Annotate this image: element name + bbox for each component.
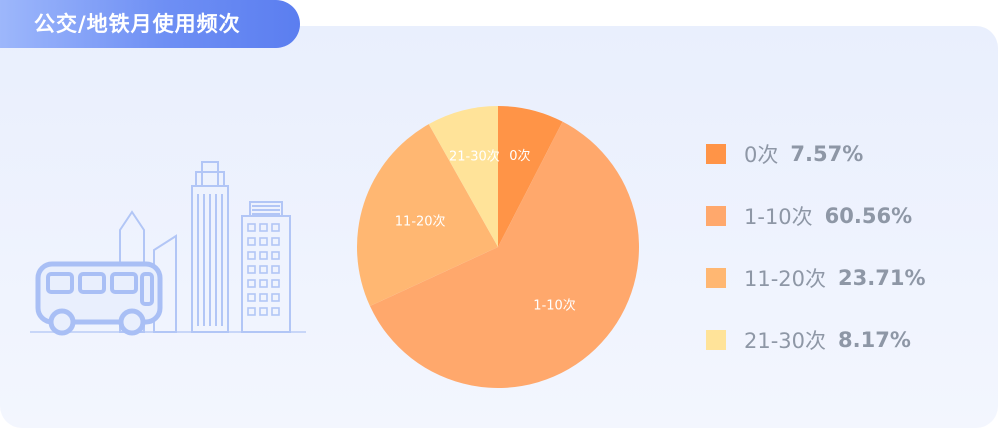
legend-item-4: 21-30次 8.17% xyxy=(706,324,926,356)
legend-item-2: 1-10次 60.56% xyxy=(706,200,926,232)
pie-slice-2 xyxy=(369,121,639,388)
city-bus-illustration xyxy=(30,161,306,336)
legend-value: 23.71% xyxy=(838,266,926,290)
legend: 0次 7.57% 1-10次 60.56% 11-20次 23.71% 21-30次 8.17… xyxy=(706,138,926,386)
legend-label: 21-30次 xyxy=(744,329,827,353)
legend-swatch xyxy=(706,206,726,226)
legend-label: 1-10次 xyxy=(744,205,813,229)
pie-slice-label-3: 11-20次 xyxy=(395,213,446,229)
pie-slice-label-4: 21-30次 xyxy=(449,148,500,164)
legend-item-3: 11-20次 23.71% xyxy=(706,262,926,294)
pie-slice-1 xyxy=(498,106,563,247)
pie-chart: 0次 1-10次 11-20次 21-30次 xyxy=(357,106,639,388)
pie-slice-label-1: 0次 xyxy=(509,148,530,164)
legend-value: 7.57% xyxy=(790,142,864,166)
legend-label: 11-20次 xyxy=(744,267,827,291)
legend-swatch xyxy=(706,268,726,288)
legend-value: 8.17% xyxy=(838,328,911,352)
legend-swatch xyxy=(706,144,726,164)
page-title: 公交/地铁月使用频次 xyxy=(0,0,300,48)
pie-slice-3 xyxy=(357,124,498,307)
bus-icon xyxy=(35,261,163,336)
pie-slice-label-2: 1-10次 xyxy=(533,298,576,314)
legend-item-1: 0次 7.57% xyxy=(706,138,926,170)
legend-label: 0次 xyxy=(744,143,779,167)
legend-value: 60.56% xyxy=(824,204,913,228)
legend-swatch xyxy=(706,330,726,350)
pie-slice-4 xyxy=(428,106,498,247)
